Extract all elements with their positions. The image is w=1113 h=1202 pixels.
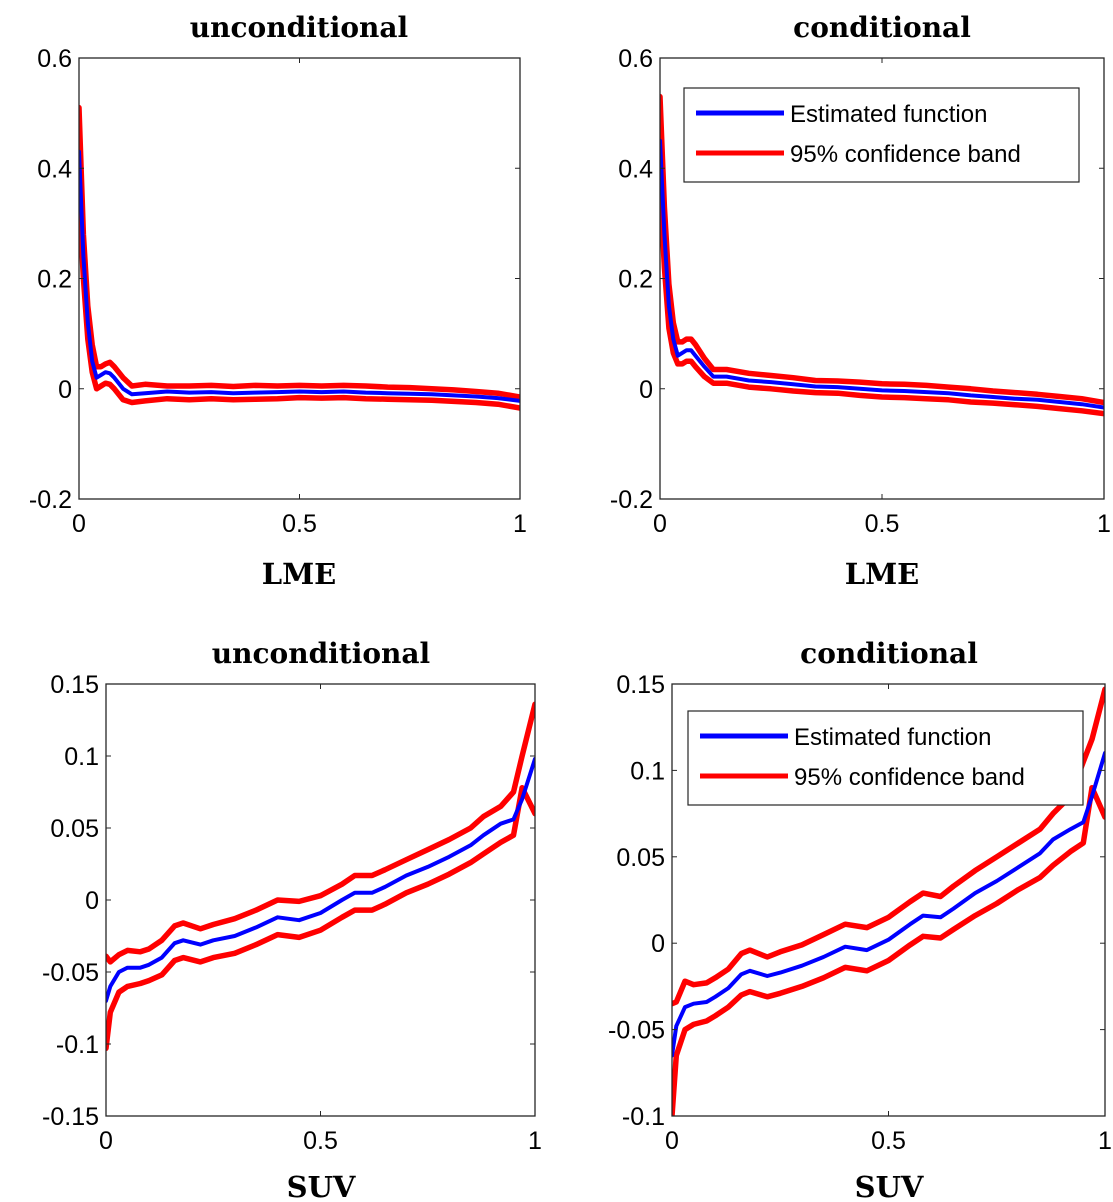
series-line-upper-band xyxy=(660,93,1104,406)
legend-label: 95% confidence band xyxy=(790,141,1021,168)
x-tick-label: 1 xyxy=(513,510,527,538)
y-tick-label: 0.15 xyxy=(50,671,99,699)
axes-frame xyxy=(78,57,521,500)
y-tick-label: -0.2 xyxy=(29,486,72,514)
y-tick-label: 0.2 xyxy=(37,266,72,294)
x-tick-label: 0 xyxy=(665,1127,679,1155)
y-tick-label: 0 xyxy=(58,376,72,404)
y-tick-label: 0.1 xyxy=(630,757,665,785)
x-tick-label: 1 xyxy=(528,1127,542,1155)
plot-area: 0 0.5 1-0.200.20.40.6 xyxy=(29,45,527,538)
chart-title: conditional xyxy=(800,637,978,670)
y-tick-label: -0.1 xyxy=(622,1103,665,1131)
series-group xyxy=(660,93,1104,417)
series-line-lower-band xyxy=(672,784,1105,1116)
x-tick-label: 0.5 xyxy=(303,1127,338,1155)
y-tick-label: -0.05 xyxy=(42,959,99,987)
series-line-estimate xyxy=(660,138,1104,410)
legend: Estimated function 95% confidence band xyxy=(683,87,1080,183)
x-tick-label: 0.5 xyxy=(282,510,317,538)
y-tick-label: 0 xyxy=(651,930,665,958)
series-line-estimate xyxy=(106,756,535,1003)
y-tick-label: -0.15 xyxy=(42,1103,99,1131)
y-tick-label: -0.2 xyxy=(610,486,653,514)
subplot-suv-conditional: conditional 0 0.5 1 -0.1 -0.05 0 0.05 0.1 0.15 Es… xyxy=(608,637,1112,1202)
y-tick-label: 0.2 xyxy=(618,266,653,294)
y-tick-label: 0.6 xyxy=(618,45,653,73)
x-tick-label: 0 xyxy=(99,1127,113,1155)
series-line-lower-band xyxy=(79,193,520,411)
y-tick-label: -0.05 xyxy=(608,1017,665,1045)
legend-box xyxy=(683,87,1080,183)
legend-label: Estimated function xyxy=(794,724,991,751)
series-line-upper-band xyxy=(106,701,535,965)
x-axis-label: SUV xyxy=(287,1170,356,1202)
subplot-suv-unconditional: unconditional 0 0.5 1 -0.15 -0.1 -0.05 0 0.05 0.… xyxy=(42,637,542,1202)
y-tick-label: 0.6 xyxy=(37,45,72,73)
legend-label: Estimated function xyxy=(790,101,987,128)
y-tick-label: -0.1 xyxy=(56,1031,99,1059)
x-tick-label: 0.5 xyxy=(865,510,900,538)
x-tick-label: 0 xyxy=(72,510,86,538)
legend-label: 95% confidence band xyxy=(794,764,1025,791)
series-group xyxy=(672,686,1105,1116)
subplot-lme-conditional: conditional 0 0.5 1-0.200.20.40.6Estimated… xyxy=(610,11,1111,591)
series-group xyxy=(79,104,520,411)
series-line-lower-band xyxy=(106,784,535,1052)
plot-area: 0 0.5 1 -0.15 -0.1 -0.05 0 0.05 0.1 0.15 xyxy=(42,671,542,1155)
series-line-lower-band xyxy=(660,182,1104,417)
x-tick-label: 0.5 xyxy=(871,1127,906,1155)
y-tick-label: 0.1 xyxy=(64,743,99,771)
subplot-lme-unconditional: unconditional 0 0.5 1-0.200.20.40.6 LME xyxy=(29,11,527,591)
x-tick-label: 1 xyxy=(1097,510,1111,538)
chart-title: conditional xyxy=(793,11,971,44)
series-line-upper-band xyxy=(672,686,1105,1007)
y-tick-label: 0.4 xyxy=(37,155,72,183)
y-tick-label: 0 xyxy=(85,887,99,915)
y-tick-label: 0.05 xyxy=(50,815,99,843)
x-axis-label: LME xyxy=(845,557,920,591)
x-axis-label: SUV xyxy=(855,1170,924,1202)
x-tick-label: 0 xyxy=(653,510,667,538)
y-tick-label: 0 xyxy=(639,376,653,404)
axes-frame xyxy=(105,683,536,1117)
series-line-estimate xyxy=(672,751,1105,1058)
plot-area: 0 0.5 1 -0.1 -0.05 0 0.05 0.1 0.15 Estimated func… xyxy=(608,671,1112,1155)
y-tick-label: 0.15 xyxy=(616,671,665,699)
chart-title: unconditional xyxy=(190,11,408,44)
legend: Estimated function 95% confidence band xyxy=(687,710,1084,806)
y-tick-label: 0.4 xyxy=(618,155,653,183)
x-axis-label: LME xyxy=(262,557,337,591)
series-group xyxy=(106,701,535,1052)
x-tick-label: 1 xyxy=(1098,1127,1112,1155)
legend-box xyxy=(687,710,1084,806)
y-tick-label: 0.05 xyxy=(616,844,665,872)
chart-title: unconditional xyxy=(212,637,430,670)
series-line-upper-band xyxy=(79,104,520,400)
series-line-estimate xyxy=(79,149,520,403)
